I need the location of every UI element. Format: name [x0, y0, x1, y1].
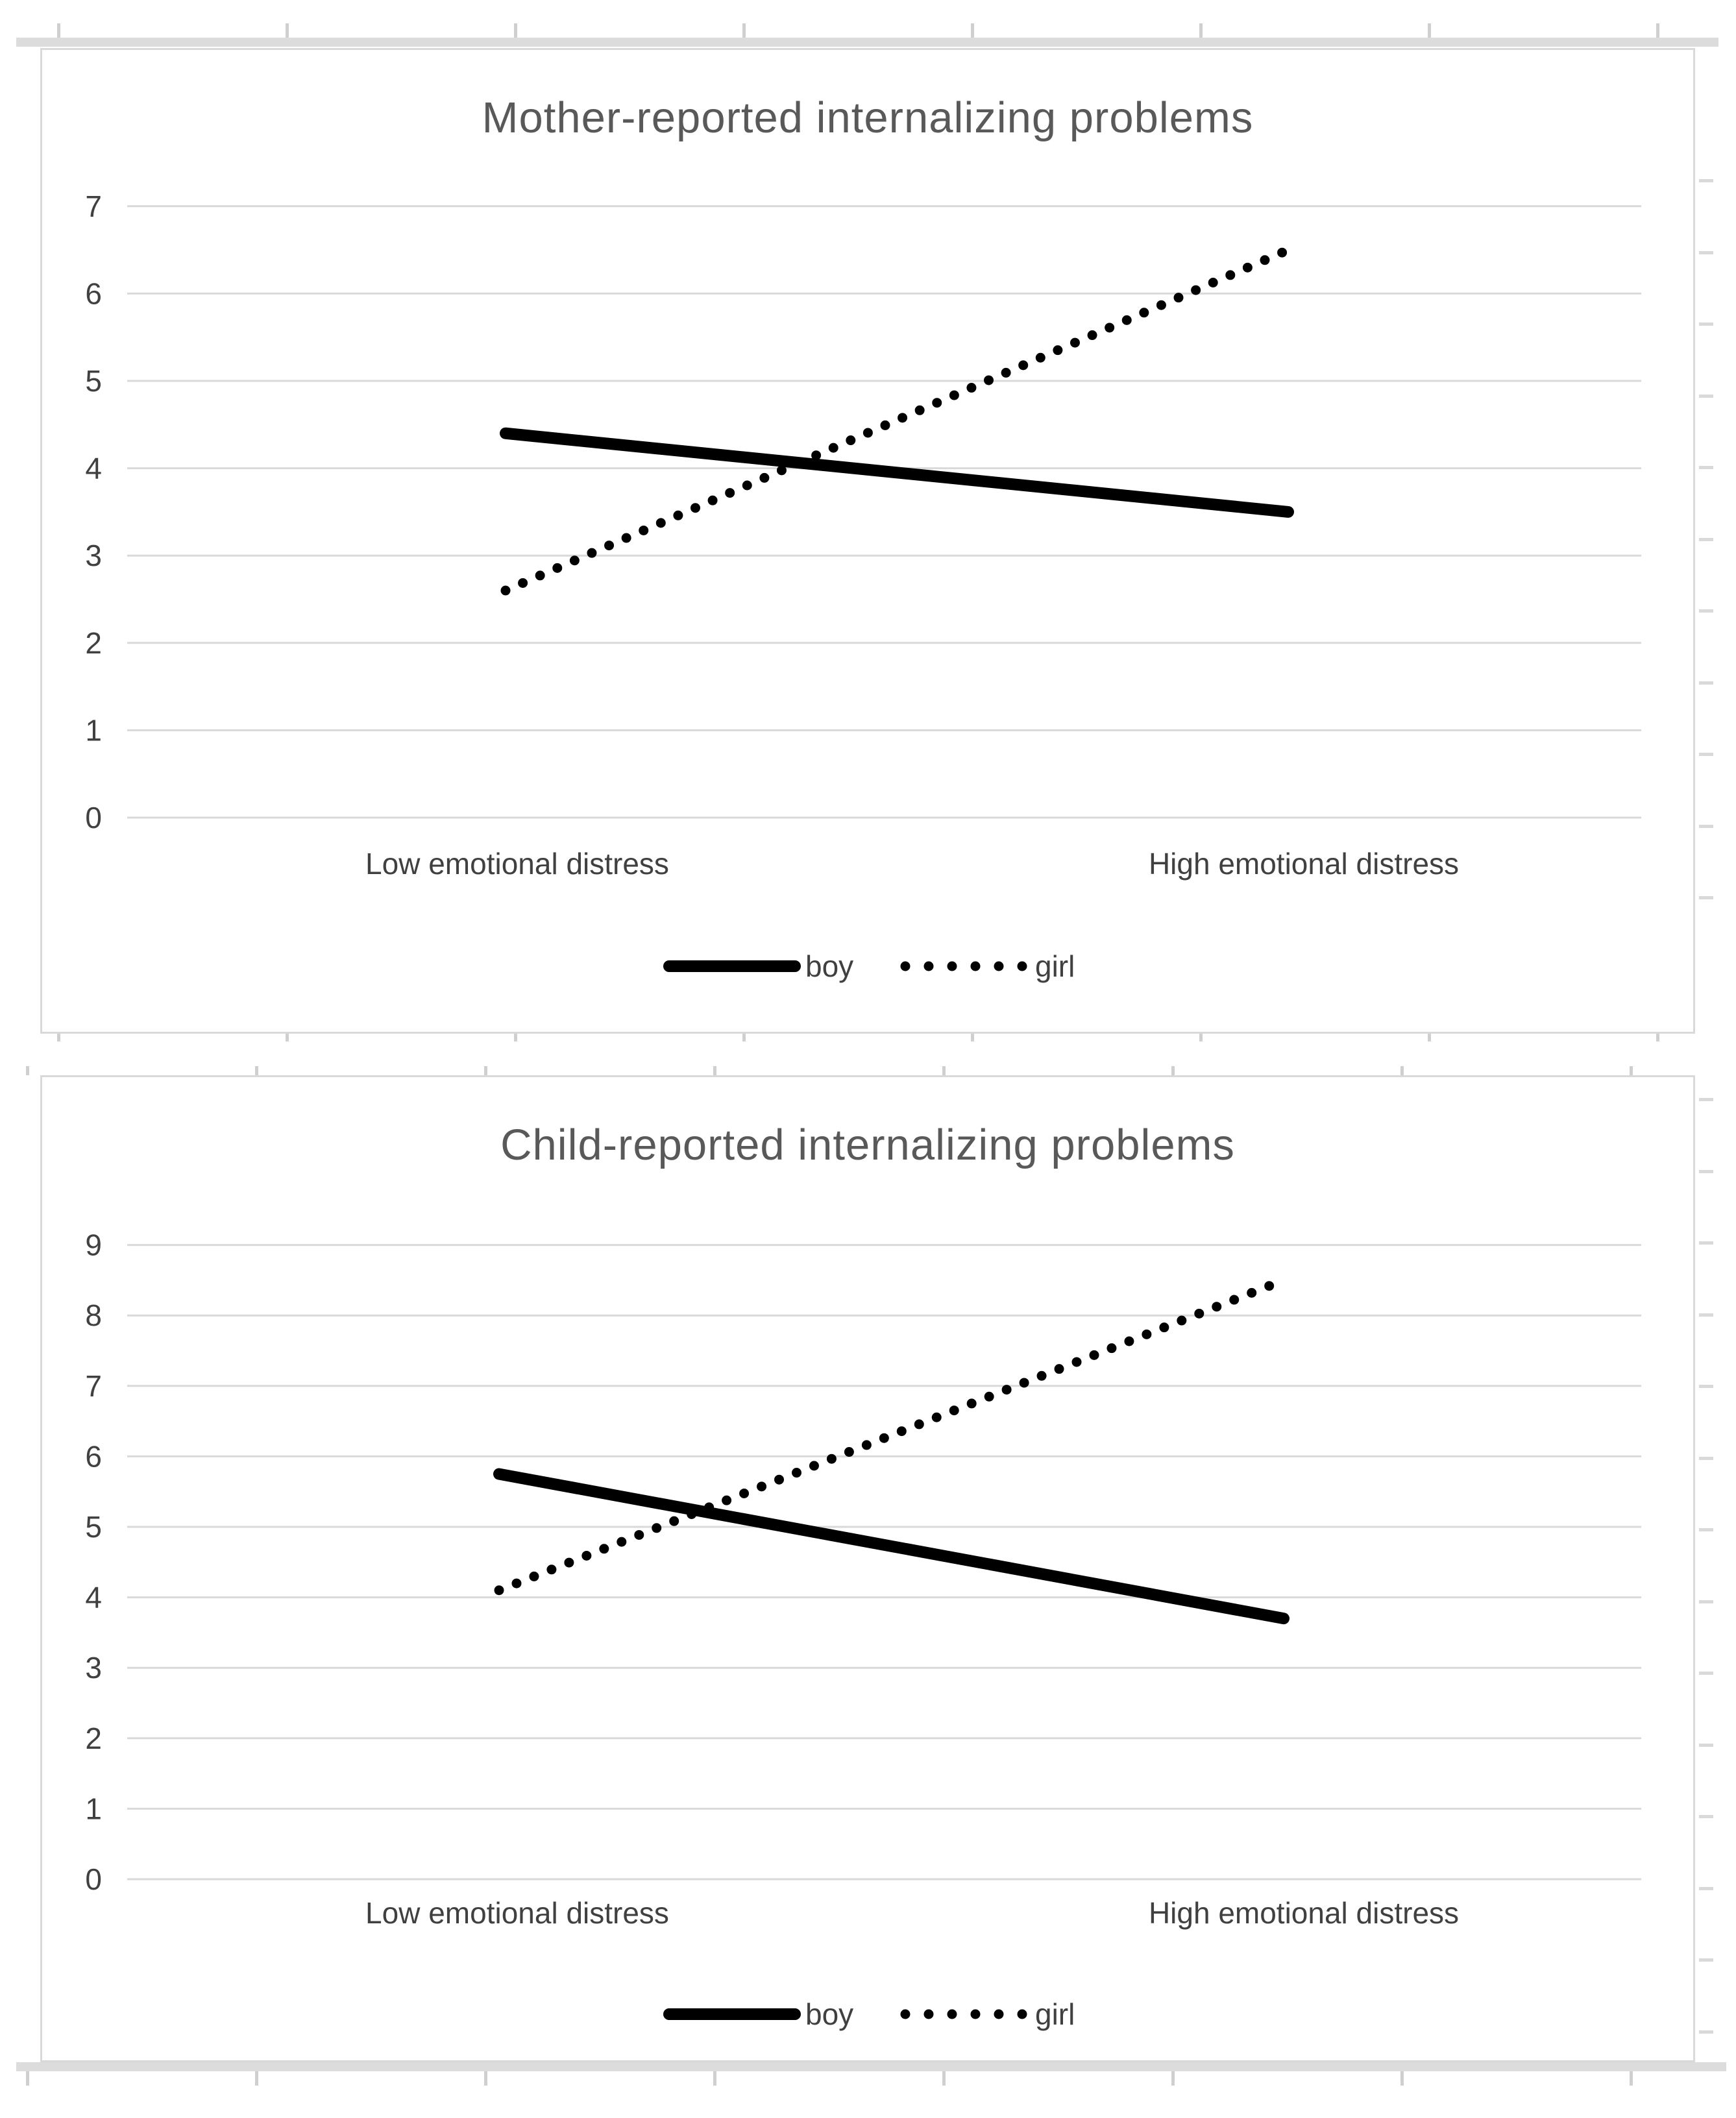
x-label-high: High emotional distress: [1149, 847, 1459, 881]
frame-tick: [971, 1034, 974, 1041]
frame-tick: [1699, 1313, 1713, 1317]
x-label-low: Low emotional distress: [365, 1896, 669, 1930]
y-tick-label: 8: [85, 1298, 102, 1332]
frame-tick: [1699, 1241, 1713, 1245]
frame-tick: [26, 1066, 29, 1075]
frame-tick: [1199, 23, 1203, 38]
frame-tick: [1630, 2071, 1633, 2086]
frame-tick: [286, 1034, 289, 1041]
y-tick-label: 6: [85, 276, 102, 310]
frame-tick: [1428, 1034, 1431, 1041]
frame-tick: [971, 23, 974, 38]
y-tick-label: 3: [85, 1651, 102, 1685]
frame-tick: [1428, 23, 1431, 38]
child-chart-card: Child-reported internalizing problems 0 1…: [40, 1075, 1695, 2062]
x-label-high: High emotional distress: [1149, 1896, 1459, 1930]
frame-tick: [1699, 1457, 1713, 1460]
frame-tick: [57, 1034, 60, 1041]
frame-tick: [255, 2071, 258, 2086]
frame-tick: [1699, 609, 1713, 613]
frame-tick: [742, 23, 746, 38]
frame-tick: [1699, 538, 1713, 541]
frame-tick: [1699, 1098, 1713, 1101]
frame-tick: [484, 2071, 487, 2086]
mother-chart-canvas: 0 1 2 3 4 5 6 7 Low emotional distress High emoti…: [85, 189, 1641, 983]
y-tick-label: 5: [85, 1510, 102, 1544]
frame-tick: [1630, 1066, 1633, 1075]
y-tick-label: 7: [85, 189, 102, 223]
y-tick-label: 6: [85, 1439, 102, 1473]
y-tick-label: 3: [85, 539, 102, 572]
frame-tick: [1699, 896, 1713, 899]
frame-tick: [1400, 2071, 1404, 2086]
frame-tick: [1699, 753, 1713, 756]
y-tick-label: 4: [85, 1581, 102, 1614]
frame-tick: [1656, 1034, 1659, 1041]
frame-tick: [1400, 1066, 1404, 1075]
child-chart-canvas: 0 1 2 3 4 5 6 7 8 9 Low emotional distress High emo…: [85, 1228, 1641, 2031]
frame-tick: [1699, 251, 1713, 254]
legend-girl-label: girl: [1035, 949, 1075, 983]
frame-tick: [713, 1066, 716, 1075]
frame-tick: [57, 23, 60, 38]
frame-tick: [1699, 681, 1713, 685]
frame-tick: [1699, 323, 1713, 326]
frame-tick: [942, 1066, 946, 1075]
frame-tick: [484, 1066, 487, 1075]
frame-tick: [1699, 179, 1713, 182]
frame-tick: [286, 23, 289, 38]
frame-tick: [1699, 1600, 1713, 1603]
y-tick-label: 7: [85, 1369, 102, 1403]
frame-tick: [514, 23, 517, 38]
bottom-frame-fragment: [16, 2062, 1726, 2071]
frame-tick: [1199, 1034, 1203, 1041]
frame-tick: [713, 2071, 716, 2086]
frame-tick: [1699, 1887, 1713, 1890]
frame-tick: [1699, 1170, 1713, 1173]
frame-tick: [1699, 1744, 1713, 1747]
frame-tick: [1699, 2030, 1713, 2034]
frame-tick: [1699, 395, 1713, 398]
frame-tick: [1699, 1672, 1713, 1675]
frame-tick: [942, 2071, 946, 2086]
frame-tick: [1699, 1958, 1713, 1962]
y-tick-label: 1: [85, 713, 102, 747]
y-tick-label: 0: [85, 801, 102, 834]
boy-line: [493, 1468, 1290, 1625]
legend-girl-label: girl: [1035, 1997, 1075, 2031]
child-chart-title: Child-reported internalizing problems: [500, 1121, 1235, 1169]
frame-tick: [742, 1034, 746, 1041]
frame-tick: [255, 1066, 258, 1075]
legend-boy-label: boy: [805, 949, 853, 983]
mother-chart-card: Mother-reported internalizing problems 0…: [40, 48, 1695, 1034]
frame-tick: [26, 2071, 29, 2086]
frame-tick: [1171, 2071, 1175, 2086]
frame-tick: [1171, 1066, 1175, 1075]
frame-tick: [1656, 23, 1659, 38]
frame-tick: [1699, 1528, 1713, 1531]
boy-line: [500, 427, 1294, 518]
y-tick-label: 2: [85, 626, 102, 660]
frame-tick: [514, 1034, 517, 1041]
frame-tick: [1699, 1815, 1713, 1818]
y-tick-label: 4: [85, 452, 102, 485]
frame-tick: [1699, 1385, 1713, 1388]
top-frame-fragment: [16, 38, 1718, 47]
mother-chart-title: Mother-reported internalizing problems: [482, 93, 1254, 142]
girl-line: [500, 245, 1293, 596]
frame-tick: [1699, 825, 1713, 828]
y-tick-label: 2: [85, 1722, 102, 1755]
y-tick-label: 5: [85, 364, 102, 398]
y-tick-label: 1: [85, 1792, 102, 1825]
frame-tick: [1699, 466, 1713, 469]
x-label-low: Low emotional distress: [365, 847, 669, 881]
y-tick-label: 9: [85, 1228, 102, 1262]
y-tick-label: 0: [85, 1862, 102, 1896]
legend-boy-label: boy: [805, 1997, 853, 2031]
